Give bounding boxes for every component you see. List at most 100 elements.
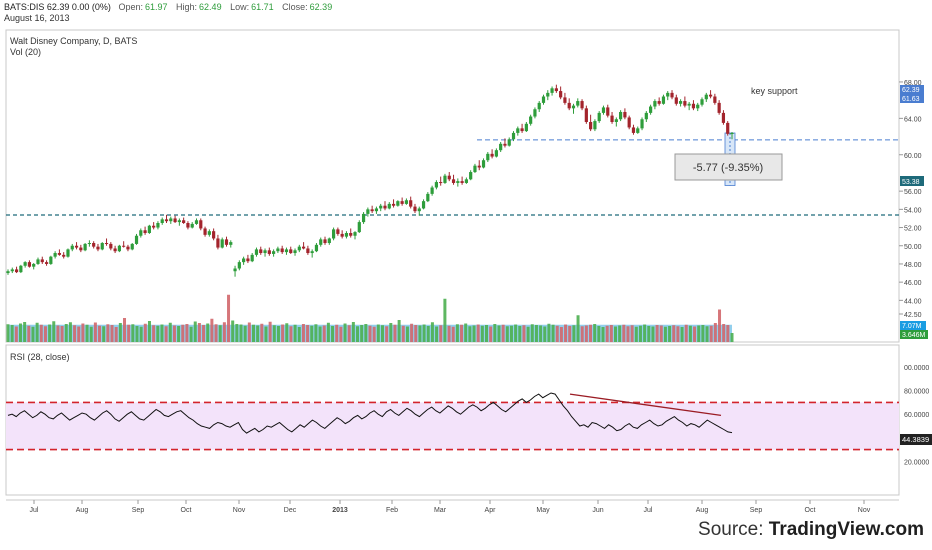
candle-body: [310, 251, 314, 254]
volume-badge-2: 3.646M: [900, 330, 928, 339]
volume-bar: [218, 325, 222, 342]
volume-bar: [222, 322, 226, 342]
candle-body: [263, 250, 267, 254]
volume-bar: [156, 325, 160, 342]
candle-body: [554, 88, 558, 92]
volume-bar: [202, 325, 206, 342]
candle-body: [550, 88, 554, 93]
volume-bar: [613, 326, 617, 342]
candle-body: [486, 153, 490, 161]
candle-body: [293, 250, 297, 254]
last-price: 62.39: [46, 2, 70, 12]
volume-label: Vol (20): [10, 47, 41, 57]
candle-body: [280, 248, 284, 253]
candle-body: [404, 200, 409, 204]
candle-body: [259, 249, 263, 254]
volume-bar: [43, 326, 47, 342]
price-tick-label: 48.00: [904, 262, 922, 269]
candle-body: [529, 116, 533, 124]
volume-bar: [181, 324, 185, 342]
volume-bar: [301, 324, 305, 342]
volume-bar: [430, 322, 434, 342]
candle-body: [473, 165, 477, 173]
volume-bars: [6, 294, 734, 342]
candle-body: [524, 123, 528, 132]
volume-bar: [634, 326, 638, 342]
volume-bar: [39, 324, 43, 342]
volume-bar: [501, 324, 505, 342]
volume-bar: [389, 323, 393, 342]
measure-box-text: -5.77 (-9.35%): [693, 162, 763, 174]
candle-body: [62, 254, 66, 257]
volume-bar: [310, 325, 314, 342]
rsi-tick-label: 80.0000: [904, 389, 929, 396]
volume-bar: [485, 325, 489, 342]
volume-bar: [426, 326, 430, 342]
candle-body: [584, 108, 588, 122]
candle-body: [571, 105, 576, 109]
date-label: August 16, 2013: [4, 13, 70, 23]
volume-bar: [256, 325, 260, 342]
chart-header: BATS:DIS 62.39 0.00 (0%) Open: 61.97 High…: [4, 2, 338, 24]
candle-body: [70, 245, 74, 250]
volume-bar: [314, 324, 318, 342]
volume-bar: [168, 322, 172, 342]
svg-text:3.646M: 3.646M: [902, 332, 926, 339]
volume-bar: [697, 325, 701, 342]
volume-bar: [27, 325, 31, 342]
candle-body: [109, 243, 113, 249]
volume-bar: [668, 326, 672, 342]
volume-bar: [605, 325, 609, 342]
time-tick-label: Sep: [750, 507, 763, 514]
volume-bar: [514, 324, 518, 342]
price-tick-label: 42.50: [904, 312, 922, 319]
volume-bar: [89, 326, 93, 342]
candle-body: [421, 201, 426, 209]
candle-body: [331, 229, 336, 239]
volume-bar: [385, 326, 389, 342]
low-value: 61.71: [251, 2, 274, 12]
main-pane-title: Walt Disney Company, D, BATS: [10, 36, 137, 46]
candle-body: [92, 243, 96, 247]
candle-body: [606, 107, 610, 116]
volume-bar: [489, 326, 493, 342]
low-label: Low:: [230, 2, 250, 12]
candle-body: [169, 218, 173, 222]
volume-bar: [127, 324, 131, 342]
volume-bar: [60, 326, 64, 342]
candle-body: [246, 258, 250, 262]
candle-body: [533, 109, 537, 117]
candle-body: [44, 262, 49, 264]
volume-bar: [293, 324, 297, 342]
candle-body: [520, 128, 524, 132]
candle-body: [349, 233, 353, 236]
source-credit[interactable]: Source: TradingView.com: [698, 519, 924, 541]
price-tick-label: 68.00: [904, 80, 922, 87]
candle-body: [130, 243, 134, 250]
candle-body: [610, 115, 614, 122]
rsi-tick-label: 60.0000: [904, 412, 929, 419]
candle-body: [494, 150, 498, 157]
volume-bar: [718, 309, 722, 342]
source-name: TradingView.com: [768, 519, 924, 540]
price-badge-support: 53.38: [900, 176, 924, 186]
candle-body: [147, 225, 151, 234]
candle-body: [490, 153, 494, 157]
candle-body: [726, 122, 730, 134]
time-tick-label: Nov: [233, 507, 246, 514]
price-tick-label: 44.00: [904, 298, 922, 305]
candle-body: [503, 143, 507, 146]
symbol-label[interactable]: BATS:DIS: [4, 2, 45, 12]
measure-box[interactable]: [674, 153, 783, 181]
volume-bar: [509, 325, 513, 342]
volume-bar: [368, 325, 372, 342]
rsi-divergence-line[interactable]: [569, 393, 722, 417]
volume-bar: [684, 324, 688, 342]
time-tick-label: Apr: [485, 507, 497, 514]
candle-body: [117, 245, 121, 252]
volume-bar: [451, 326, 455, 342]
candle-body: [511, 132, 516, 140]
candle-body: [6, 271, 10, 274]
volume-bar: [455, 324, 459, 342]
